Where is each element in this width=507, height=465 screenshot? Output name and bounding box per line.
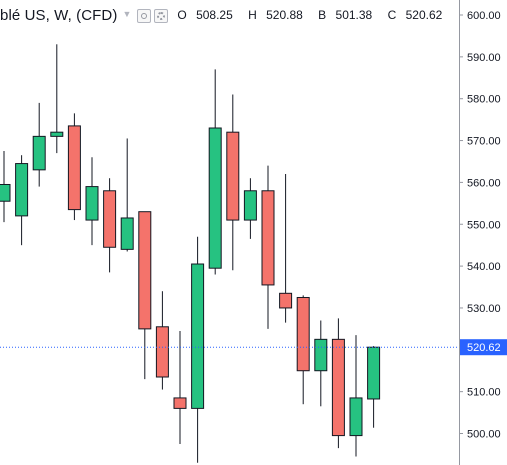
ohlc-values: O 508.25 H 520.88 B 501.38 C 520.62 xyxy=(177,8,454,22)
candle-down[interactable] xyxy=(296,296,310,372)
current-price-tag: 520.62 xyxy=(460,339,507,356)
price-tick-label: 510.00 xyxy=(467,387,501,399)
candle-down[interactable] xyxy=(331,338,345,437)
current-price-tag-bg xyxy=(460,339,507,356)
price-tick-label: 590.00 xyxy=(467,52,501,64)
settings-gear-icon[interactable] xyxy=(154,9,169,23)
price-tick-label: 570.00 xyxy=(467,136,501,148)
price-tick-label: 600.00 xyxy=(467,10,501,22)
candle-up[interactable] xyxy=(314,338,328,372)
candle-down[interactable] xyxy=(67,125,81,211)
price-tick-label: 550.00 xyxy=(467,219,501,231)
ohlc-close: C 520.62 xyxy=(387,8,443,22)
candle-up[interactable] xyxy=(120,217,134,250)
price-tick-label: 580.00 xyxy=(467,94,501,106)
ohlc-low: B 501.38 xyxy=(318,8,373,22)
candle-down[interactable] xyxy=(261,190,275,286)
candle-up[interactable] xyxy=(243,190,257,221)
candle-up[interactable] xyxy=(32,135,46,171)
candle-down[interactable] xyxy=(138,211,152,330)
candle-up[interactable] xyxy=(0,183,11,202)
price-tick-label: 560.00 xyxy=(467,177,501,189)
candle-up[interactable] xyxy=(191,263,205,409)
price-tick-label: 530.00 xyxy=(467,303,501,315)
candle-up[interactable] xyxy=(15,163,29,217)
candle-up[interactable] xyxy=(85,186,99,221)
candle-down[interactable] xyxy=(226,131,240,221)
ohlc-high: H 520.88 xyxy=(248,8,303,22)
price-tick-label: 500.00 xyxy=(467,429,501,441)
symbol-title[interactable]: blé US, W, (CFD) xyxy=(0,6,118,24)
chart-legend: blé US, W, (CFD) ▼ O 508.25 H 520.88 B 5… xyxy=(0,4,454,26)
candle-down[interactable] xyxy=(279,292,293,309)
ohlc-open: O 508.25 xyxy=(177,8,233,22)
candle-up[interactable] xyxy=(367,346,381,400)
price-tick-label: 540.00 xyxy=(467,261,501,273)
candle-up[interactable] xyxy=(349,397,363,437)
current-price-tag-label: 520.62 xyxy=(467,342,501,354)
candle-down[interactable] xyxy=(173,397,187,409)
candle-down[interactable] xyxy=(103,190,117,248)
price-axis-ticks[interactable]: 600.00 590.00 580.00 570.00 560.00 550.00 540.… xyxy=(459,10,501,441)
candles-layer xyxy=(0,44,381,463)
candle-up[interactable] xyxy=(208,127,222,269)
visibility-eye-icon[interactable] xyxy=(137,9,152,23)
chevron-down-icon[interactable]: ▼ xyxy=(122,9,132,19)
candle-up[interactable] xyxy=(50,131,64,137)
candle-down[interactable] xyxy=(155,326,169,378)
